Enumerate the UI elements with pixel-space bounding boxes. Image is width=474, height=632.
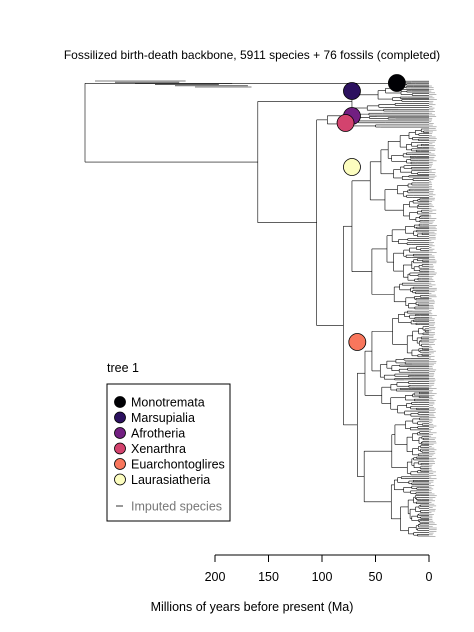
- clade-marker-marsupialia: [343, 82, 361, 100]
- x-tick-label: 50: [369, 570, 383, 584]
- x-tick-label: 150: [258, 570, 279, 584]
- x-tick-label: 100: [312, 570, 333, 584]
- clade-marker-euarchontoglires: [348, 333, 367, 351]
- legend-label-monotremata: Monotremata: [131, 396, 205, 410]
- legend-label-xenarthra: Xenarthra: [131, 442, 186, 456]
- tip-ticks: [429, 85, 437, 537]
- legend-swatch-euarchontoglires: [114, 458, 126, 470]
- legend-label-imputed: Imputed species: [131, 500, 222, 514]
- phylogenetic-tree: [84, 80, 429, 537]
- tree-label: tree 1: [107, 361, 139, 375]
- legend-swatch-afrotheria: [114, 427, 126, 439]
- clade-marker-monotremata: [387, 74, 406, 92]
- legend-label-laurasiatheria: Laurasiatheria: [131, 473, 210, 487]
- clade-marker-laurasiatheria: [343, 158, 361, 176]
- legend-box: [106, 383, 231, 522]
- legend-label-afrotheria: Afrotheria: [131, 427, 185, 441]
- legend-label-marsupialia: Marsupialia: [131, 411, 195, 425]
- legend-swatch-monotremata: [114, 396, 126, 408]
- chart-title: Fossilized birth-death backbone, 5911 sp…: [64, 48, 440, 62]
- x-axis-title: Millions of years before present (Ma): [151, 600, 354, 614]
- clade-markers: [336, 74, 406, 351]
- x-tick-label: 200: [205, 570, 226, 584]
- legend-swatch-marsupialia: [114, 411, 126, 424]
- legend-swatch-xenarthra: [114, 442, 126, 455]
- legend-swatch-laurasiatheria: [114, 473, 126, 486]
- clade-marker-xenarthra: [336, 114, 355, 132]
- legend-label-euarchontoglires: Euarchontoglires: [131, 458, 225, 472]
- x-axis: 200 150 100 50 0: [205, 554, 433, 584]
- x-tick-label: 0: [426, 570, 433, 584]
